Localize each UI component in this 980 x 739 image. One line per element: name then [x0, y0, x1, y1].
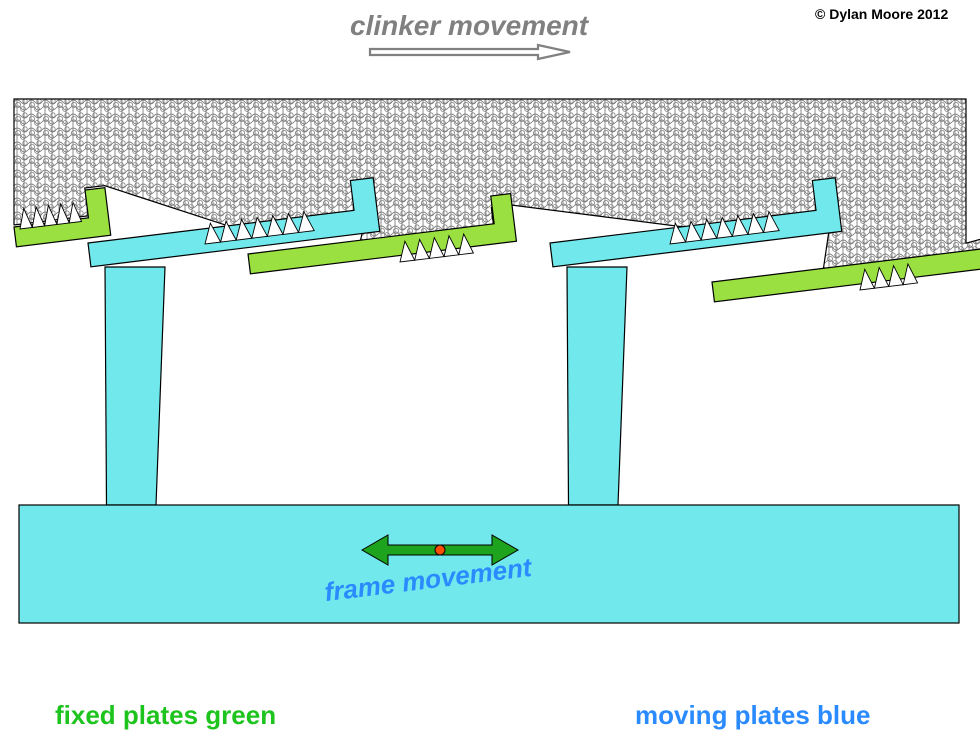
copyright-text: © Dylan Moore 2012 [815, 6, 948, 22]
title-text: clinker movement [350, 10, 588, 42]
diagram-svg [0, 0, 980, 739]
legend-fixed-plates: fixed plates green [55, 700, 276, 731]
legend-moving-plates: moving plates blue [635, 700, 871, 731]
frame-arrow-pivot-dot [435, 545, 445, 555]
clinker-arrow-icon [370, 45, 570, 59]
